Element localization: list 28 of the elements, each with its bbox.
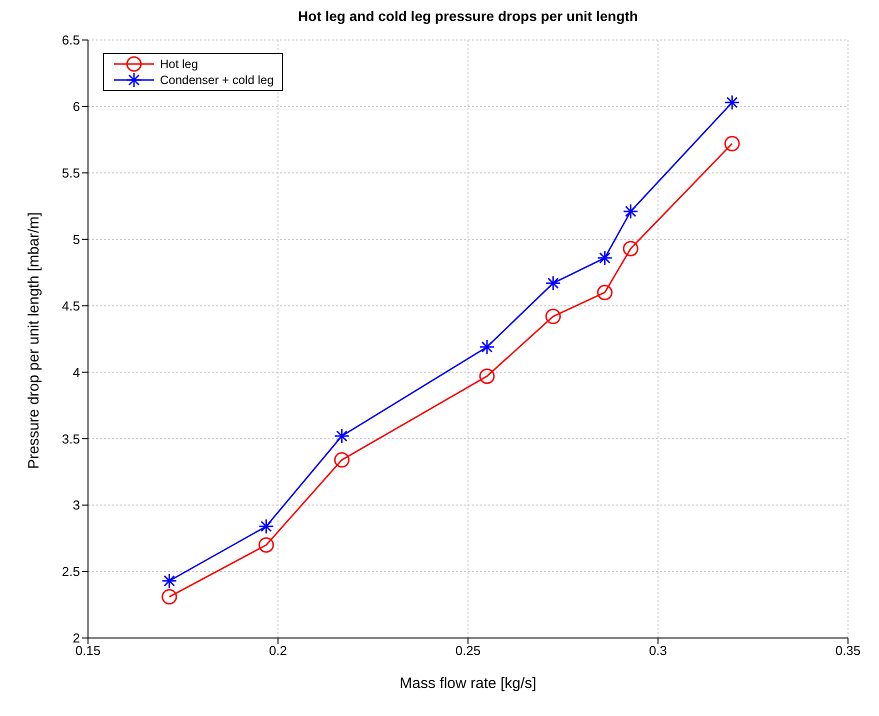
x-tick-label: 0.15 <box>75 643 101 658</box>
point <box>622 240 638 256</box>
y-axis-title: Pressure drop per unit length [mbar/m] <box>25 212 42 469</box>
x-tick-label: 0.3 <box>648 643 668 658</box>
point <box>334 452 350 468</box>
chart-title: Hot leg and cold leg pressure drops per unit length <box>297 8 639 26</box>
x-tick-label: 0.2 <box>268 643 288 658</box>
y-tick-label: 6.5 <box>62 32 80 48</box>
y-tick-label: 2 <box>72 630 80 646</box>
y-tick-label: 3.5 <box>62 431 80 446</box>
x-axis-title: Mass flow rate [kg/s] <box>400 675 536 692</box>
y-tick-label: 3 <box>72 498 80 513</box>
point <box>258 537 274 553</box>
y-tick-label: 5 <box>72 232 80 247</box>
point <box>597 284 613 300</box>
legend-label: Condenser + cold leg <box>160 72 274 88</box>
y-tick-label: 2.5 <box>62 564 80 580</box>
point <box>545 308 561 324</box>
legend-label: Hot leg <box>160 56 198 72</box>
point <box>724 136 740 152</box>
y-tick-label: 6 <box>72 99 80 114</box>
point <box>162 589 178 605</box>
x-tick-label: 0.25 <box>455 643 481 658</box>
y-tick-label: 4 <box>72 364 80 380</box>
x-tick-label: 0.35 <box>835 643 861 658</box>
y-tick-label: 4.5 <box>62 298 80 314</box>
y-tick-label: 5.5 <box>62 166 80 181</box>
point <box>479 368 495 384</box>
